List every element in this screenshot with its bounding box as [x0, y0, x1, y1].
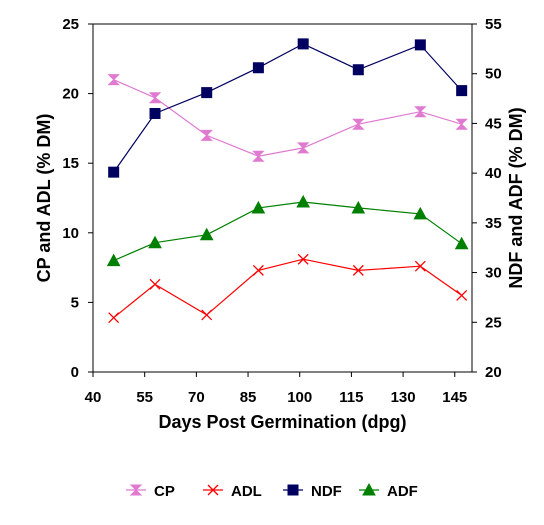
- data-point-cp: [455, 118, 468, 130]
- data-point-adl: [456, 289, 468, 301]
- x-tick-label: 70: [188, 389, 205, 406]
- left-y-tick-label: 15: [62, 155, 79, 172]
- legend-item-cp: CP: [126, 483, 175, 500]
- legend-label-adf: ADF: [387, 483, 418, 500]
- data-point-ndf: [252, 62, 264, 74]
- series-adf: [106, 194, 469, 267]
- data-point-adl: [414, 260, 426, 272]
- legend-label-cp: CP: [154, 483, 175, 500]
- series-line-ndf: [113, 43, 463, 173]
- series-line-cp: [113, 79, 462, 157]
- data-point-ndf: [201, 87, 213, 99]
- data-point-cp: [352, 118, 365, 130]
- data-point-adf: [199, 227, 214, 241]
- legend-item-adl: ADL: [203, 483, 262, 500]
- data-point-cp: [200, 129, 213, 141]
- data-point-cp: [252, 150, 265, 162]
- data-point-ndf: [297, 38, 309, 50]
- x-axis-title: Days Post Germination (dpg): [158, 412, 406, 432]
- left-y-tick-label: 25: [62, 16, 79, 33]
- data-point-adf: [454, 236, 469, 250]
- data-point-cp: [414, 106, 427, 118]
- data-point-adf: [251, 200, 266, 214]
- left-y-tick-label: 0: [71, 364, 79, 381]
- legend-marker-adf: [362, 482, 376, 496]
- data-point-ndf: [108, 166, 120, 178]
- data-point-adf: [296, 194, 311, 208]
- data-point-adl: [149, 278, 161, 290]
- data-point-cp: [107, 74, 120, 86]
- right-y-tick-label: 45: [485, 115, 502, 132]
- data-point-ndf: [352, 64, 364, 76]
- data-point-adl: [297, 253, 309, 265]
- right-y-tick-label: 35: [485, 215, 502, 232]
- left-y-tick-label: 20: [62, 86, 79, 103]
- data-point-ndf: [456, 85, 468, 97]
- right-y-tick-label: 25: [485, 314, 502, 331]
- x-tick-label: 115: [339, 389, 363, 406]
- x-tick-label: 130: [391, 389, 416, 406]
- series-ndf: [108, 38, 468, 178]
- right-y-tick-label: 50: [485, 66, 502, 83]
- series-cp: [107, 74, 468, 162]
- left-y-axis-title: CP and ADL (% DM): [34, 114, 54, 283]
- data-point-adf: [413, 206, 428, 220]
- right-y-tick-label: 20: [485, 364, 502, 381]
- legend-label-adl: ADL: [231, 483, 262, 500]
- data-point-adf: [106, 253, 121, 267]
- data-point-adf: [148, 235, 162, 249]
- right-y-tick-label: 40: [485, 165, 502, 182]
- data-point-adl: [252, 264, 264, 276]
- x-tick-label: 145: [442, 389, 467, 406]
- plot-area: [92, 23, 473, 373]
- legend: CP ADL NDF ADF: [126, 482, 418, 500]
- data-point-ndf: [414, 39, 426, 51]
- right-y-tick-label: 55: [485, 16, 502, 33]
- x-tick-label: 40: [85, 389, 102, 406]
- data-point-cp: [296, 142, 310, 154]
- right-y-tick-label: 30: [485, 265, 502, 282]
- data-point-adl: [108, 312, 120, 324]
- data-point-adl: [201, 309, 213, 321]
- legend-marker-adl: [207, 484, 219, 496]
- series-line-adl: [113, 258, 463, 319]
- series-line-adf: [113, 201, 463, 262]
- x-tick-label: 100: [287, 389, 312, 406]
- data-point-adf: [351, 200, 366, 214]
- data-point-ndf: [149, 107, 161, 119]
- legend-marker-ndf: [287, 484, 299, 496]
- legend-item-adf: ADF: [359, 482, 418, 500]
- legend-marker-cp: [129, 484, 143, 496]
- data-point-cp: [148, 92, 162, 104]
- left-y-tick-label: 10: [62, 225, 79, 242]
- legend-item-ndf: NDF: [283, 483, 342, 500]
- left-y-tick-label: 5: [71, 294, 79, 311]
- series-adl: [108, 253, 468, 324]
- x-tick-label: 85: [240, 389, 257, 406]
- x-tick-label: 55: [136, 389, 153, 406]
- right-y-axis-title: NDF and ADF (% DM): [506, 107, 526, 288]
- data-point-adl: [352, 264, 364, 276]
- legend-label-ndf: NDF: [311, 483, 342, 500]
